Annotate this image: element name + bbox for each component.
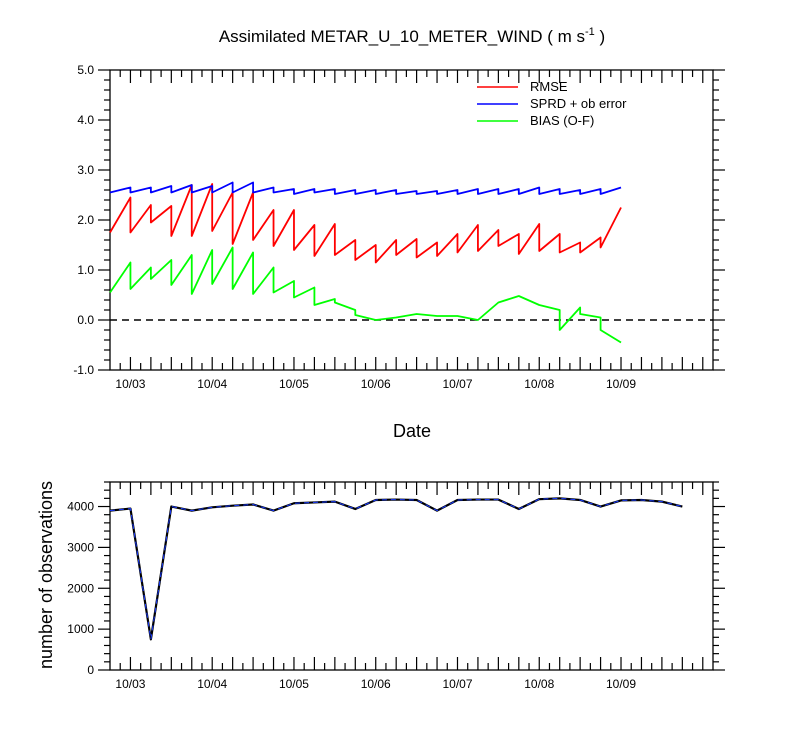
top-y-tick-label: -1.0 — [73, 363, 94, 377]
bottom-y-tick-label: 4000 — [67, 500, 94, 514]
top-x-tick-label: 10/05 — [279, 377, 309, 391]
top-frame — [109, 69, 714, 371]
bottom-y-tick-label: 0 — [87, 663, 94, 677]
top-series-line-2 — [109, 246, 622, 344]
bottom-x-tick-label: 10/09 — [606, 677, 636, 691]
bottom-y-tick-label: 1000 — [67, 622, 94, 636]
top-series-line-1 — [109, 181, 622, 195]
top-y-tick-label: 5.0 — [77, 63, 94, 77]
top-x-tick-label: 10/04 — [197, 377, 227, 391]
chart-title-superscript: -1 — [585, 26, 595, 38]
bottom-frame — [109, 481, 714, 671]
top-y-tick-label: 1.0 — [77, 263, 94, 277]
top-y-tick-label: 0.0 — [77, 313, 94, 327]
bottom-x-tick-label: 10/05 — [279, 677, 309, 691]
top-x-axis-title: Date — [393, 421, 431, 441]
bottom-x-tick-label: 10/07 — [442, 677, 472, 691]
top-x-tick-label: 10/06 — [361, 377, 391, 391]
bottom-y-tick-label: 2000 — [67, 581, 94, 595]
top-y-tick-label: 2.0 — [77, 213, 94, 227]
top-x-tick-label: 10/08 — [524, 377, 554, 391]
bottom-x-tick-label: 10/06 — [361, 677, 391, 691]
legend-label: RMSE — [530, 79, 568, 94]
top-y-tick-label: 4.0 — [77, 113, 94, 127]
top-series-line-0 — [109, 183, 622, 264]
bottom-series-line-overlay — [109, 497, 683, 640]
bottom-x-tick-label: 10/03 — [115, 677, 145, 691]
top-x-tick-label: 10/03 — [115, 377, 145, 391]
bottom-y-axis-title: number of observations — [36, 481, 56, 669]
bottom-x-tick-label: 10/08 — [524, 677, 554, 691]
bottom-plot: 10/03 10/04 10/05 10/06 10/07 10/08 10/09 0 1000… — [67, 481, 725, 691]
bottom-x-tick-label: 10/04 — [197, 677, 227, 691]
bottom-y-tick-label: 3000 — [67, 540, 94, 554]
top-plot: 10/03 10/04 10/05 10/06 10/07 10/08 10/09 -1.0 0… — [73, 63, 725, 391]
legend-label: SPRD + ob error — [530, 96, 627, 111]
bottom-series-line — [109, 497, 683, 641]
chart-title: Assimilated METAR_U_10_METER_WIND ( m s-… — [219, 26, 605, 46]
top-y-tick-label: 3.0 — [77, 163, 94, 177]
legend-label: BIAS (O-F) — [530, 113, 594, 128]
chart-title-main: Assimilated METAR_U_10_METER_WIND ( m s — [219, 27, 585, 46]
top-x-tick-label: 10/09 — [606, 377, 636, 391]
top-x-tick-label: 10/07 — [442, 377, 472, 391]
chart-title-close: ) — [595, 27, 605, 46]
